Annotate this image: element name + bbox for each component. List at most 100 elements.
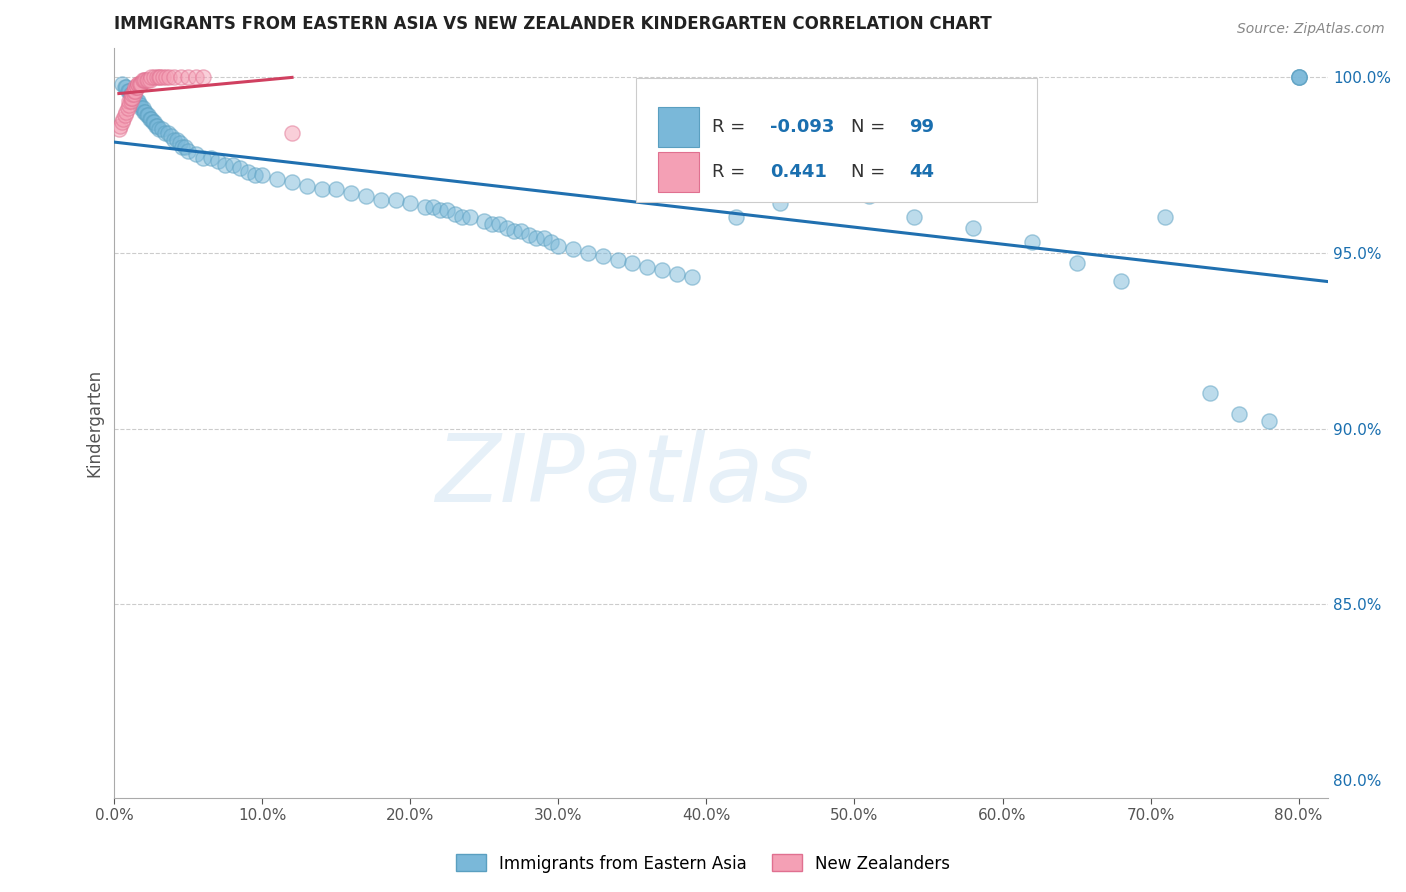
Point bbox=[121, 87, 143, 102]
FancyBboxPatch shape bbox=[637, 78, 1036, 202]
Point bbox=[129, 77, 152, 91]
Text: Source: ZipAtlas.com: Source: ZipAtlas.com bbox=[1237, 22, 1385, 37]
Point bbox=[143, 115, 166, 129]
Text: IMMIGRANTS FROM EASTERN ASIA VS NEW ZEALANDER KINDERGARTEN CORRELATION CHART: IMMIGRANTS FROM EASTERN ASIA VS NEW ZEAL… bbox=[114, 15, 993, 33]
Point bbox=[129, 101, 152, 115]
Point bbox=[547, 238, 569, 252]
Point bbox=[1288, 70, 1310, 84]
Point bbox=[422, 200, 444, 214]
Point bbox=[138, 73, 160, 87]
Point bbox=[384, 193, 406, 207]
Point bbox=[193, 151, 215, 165]
Point bbox=[495, 221, 517, 235]
Point bbox=[370, 193, 392, 207]
Point bbox=[117, 84, 139, 98]
Point bbox=[1198, 386, 1220, 401]
Text: R =: R = bbox=[711, 118, 751, 136]
Point bbox=[169, 136, 191, 151]
Point bbox=[122, 91, 145, 105]
Point bbox=[145, 119, 167, 133]
Point bbox=[127, 77, 149, 91]
Point bbox=[177, 144, 200, 158]
Point bbox=[488, 218, 510, 232]
Point bbox=[136, 73, 159, 87]
Point bbox=[184, 70, 207, 84]
FancyBboxPatch shape bbox=[658, 107, 699, 147]
Point bbox=[295, 178, 318, 193]
Point bbox=[162, 70, 184, 84]
Point bbox=[172, 140, 194, 154]
Point bbox=[340, 186, 363, 200]
Point bbox=[139, 73, 162, 87]
Point bbox=[1258, 415, 1281, 429]
Legend: Immigrants from Eastern Asia, New Zealanders: Immigrants from Eastern Asia, New Zealan… bbox=[449, 847, 957, 880]
Point bbox=[159, 129, 181, 144]
Point bbox=[125, 80, 148, 95]
Point bbox=[354, 189, 377, 203]
Text: 44: 44 bbox=[910, 163, 935, 181]
Point bbox=[125, 80, 148, 95]
Point bbox=[111, 77, 134, 91]
Point bbox=[858, 189, 880, 203]
Point bbox=[444, 207, 467, 221]
Point bbox=[120, 91, 142, 105]
Text: 0.441: 0.441 bbox=[770, 163, 827, 181]
Point bbox=[118, 97, 141, 112]
Point bbox=[651, 263, 673, 277]
Point bbox=[562, 242, 585, 256]
Point bbox=[156, 126, 179, 140]
Point bbox=[121, 87, 143, 102]
Point bbox=[122, 84, 145, 98]
Point bbox=[1288, 70, 1310, 84]
Point bbox=[510, 224, 533, 238]
FancyBboxPatch shape bbox=[658, 152, 699, 193]
Point bbox=[136, 108, 159, 122]
Point bbox=[143, 70, 166, 84]
Point bbox=[139, 112, 162, 126]
Point bbox=[184, 147, 207, 161]
Point bbox=[665, 267, 688, 281]
Point bbox=[725, 211, 748, 225]
Text: ZIPatlas: ZIPatlas bbox=[436, 430, 813, 521]
Point bbox=[132, 73, 155, 87]
Point bbox=[1109, 274, 1132, 288]
Point bbox=[141, 112, 163, 126]
Point bbox=[576, 245, 599, 260]
Point bbox=[1288, 70, 1310, 84]
Point bbox=[114, 108, 136, 122]
Point bbox=[458, 211, 481, 225]
Point bbox=[222, 158, 245, 172]
Point bbox=[170, 70, 193, 84]
Point bbox=[117, 101, 139, 115]
Point bbox=[118, 94, 141, 108]
Point bbox=[125, 94, 148, 108]
Point bbox=[769, 196, 792, 211]
Point bbox=[142, 115, 165, 129]
Point bbox=[146, 70, 169, 84]
Point bbox=[200, 151, 222, 165]
Point bbox=[503, 224, 526, 238]
Text: N =: N = bbox=[851, 163, 891, 181]
Point bbox=[166, 133, 188, 147]
Point bbox=[124, 84, 146, 98]
Point bbox=[115, 104, 138, 119]
Point bbox=[174, 140, 197, 154]
Point bbox=[111, 115, 134, 129]
Point bbox=[153, 126, 176, 140]
Point bbox=[115, 80, 138, 95]
Point bbox=[214, 158, 236, 172]
Point bbox=[120, 94, 142, 108]
Text: -0.093: -0.093 bbox=[770, 118, 834, 136]
Point bbox=[157, 70, 180, 84]
Text: 99: 99 bbox=[910, 118, 935, 136]
Point bbox=[118, 84, 141, 98]
Point bbox=[540, 235, 562, 249]
Point bbox=[128, 97, 150, 112]
Point bbox=[146, 119, 169, 133]
Point bbox=[252, 168, 274, 182]
Point bbox=[114, 80, 136, 95]
Point bbox=[127, 94, 149, 108]
Point bbox=[621, 256, 644, 270]
Point bbox=[281, 175, 304, 189]
Point bbox=[128, 77, 150, 91]
